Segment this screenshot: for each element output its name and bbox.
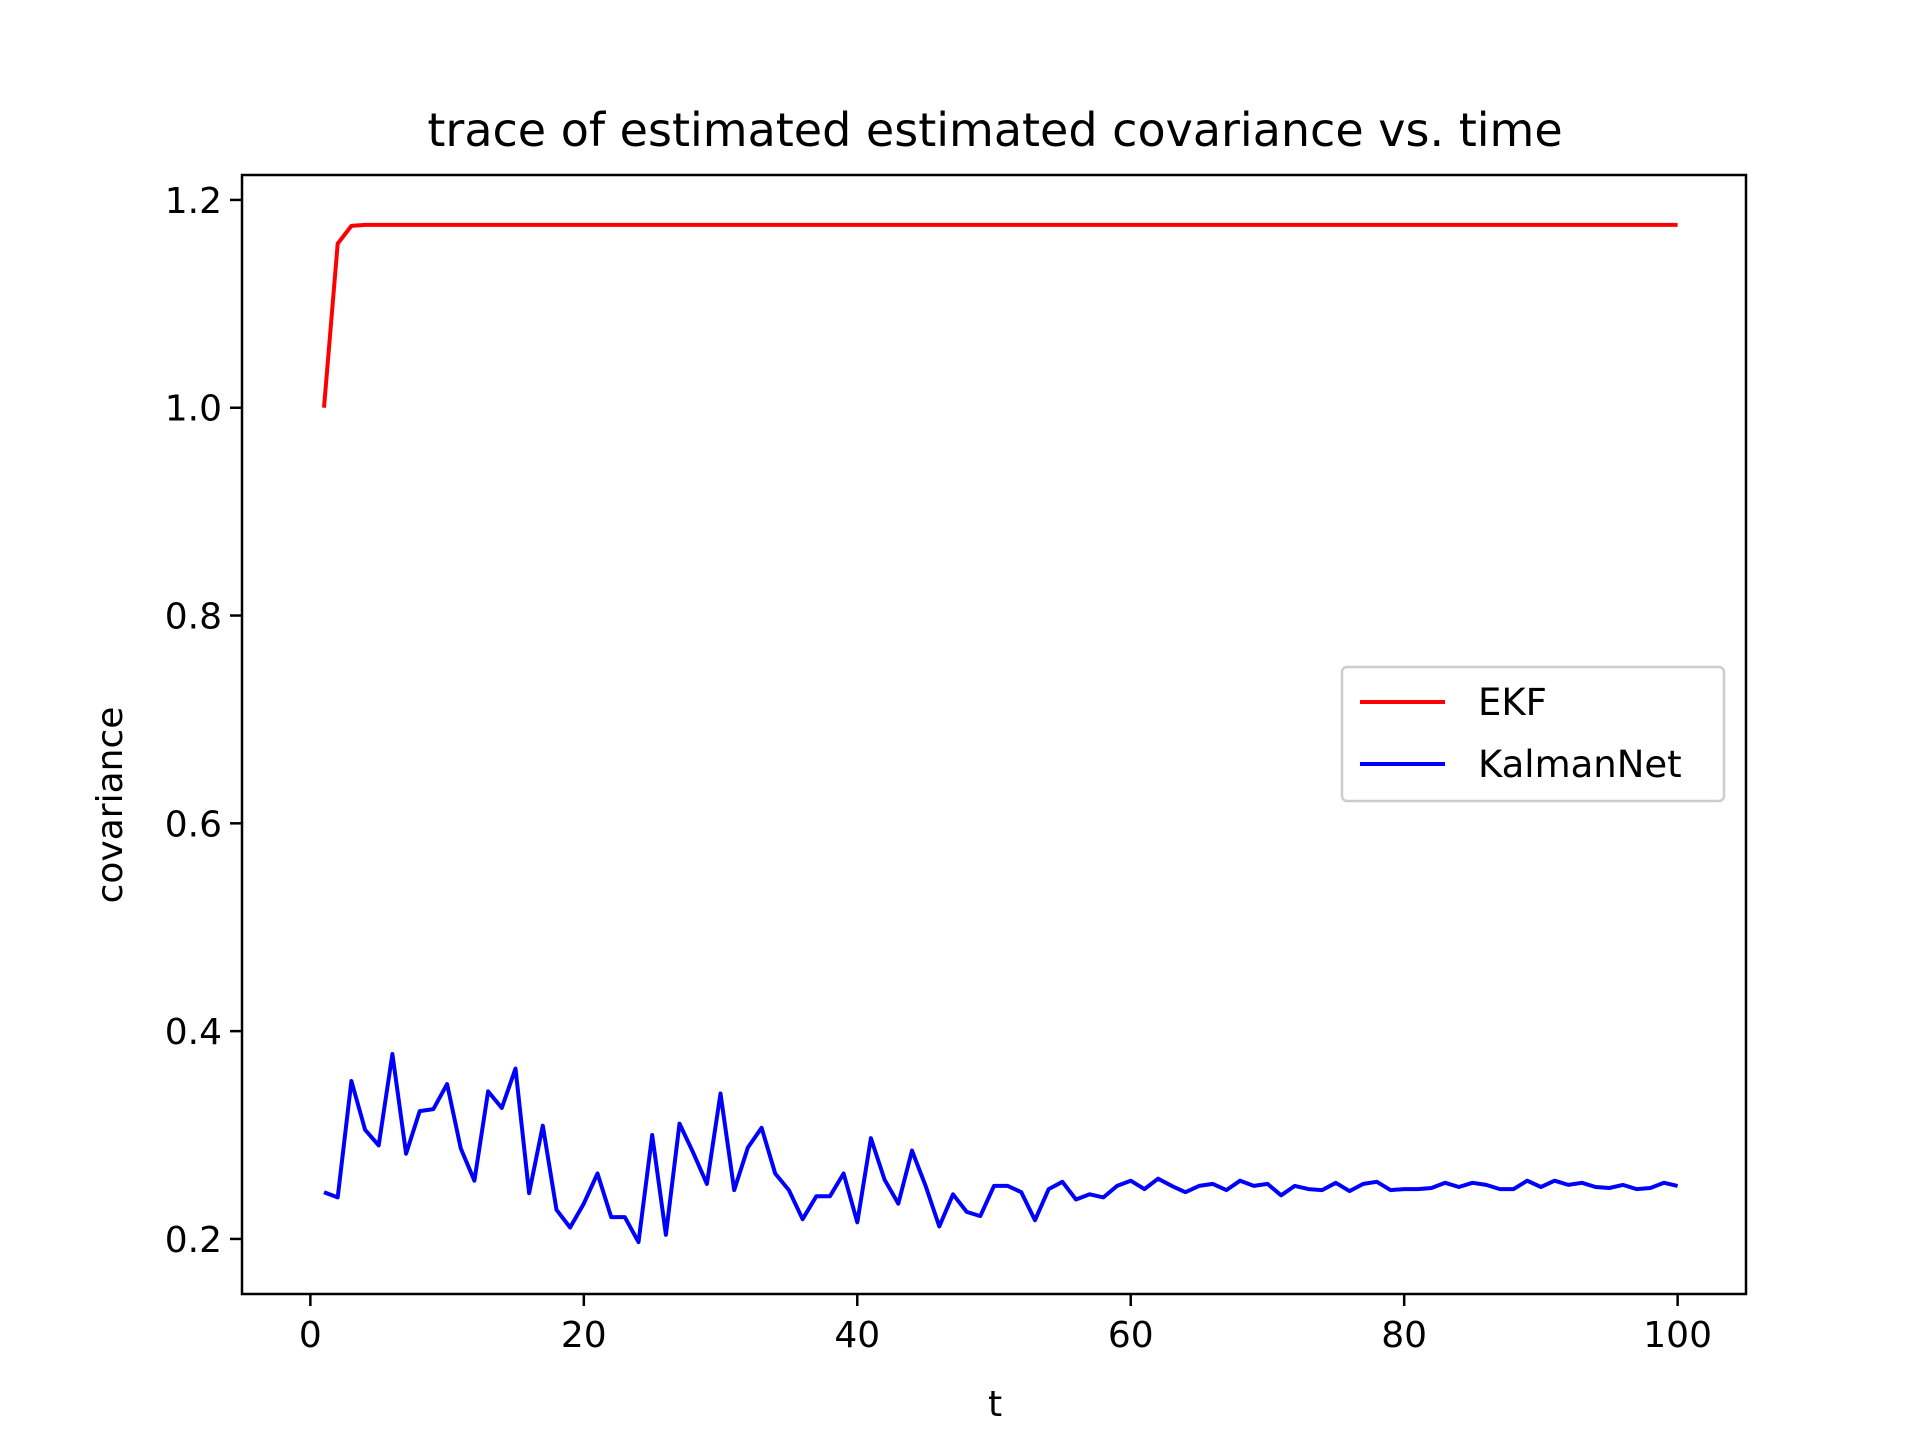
series-line-kalmannet: [323, 1052, 1679, 1245]
x-tick-label: 80: [1381, 1315, 1427, 1356]
x-tick-label: 0: [299, 1315, 322, 1356]
x-tick-label: 20: [561, 1315, 607, 1356]
y-tick-label: 1.2: [165, 181, 222, 222]
legend: EKF KalmanNet: [1340, 665, 1726, 803]
y-tick-label: 0.6: [165, 804, 222, 845]
x-tick-label: 60: [1108, 1315, 1154, 1356]
plot-area: [322, 222, 1679, 1245]
series-line-ekf: [322, 222, 1678, 408]
y-tick-label: 0.4: [165, 1012, 222, 1053]
x-axis-label: t: [988, 1384, 1002, 1425]
y-tick-label: 0.2: [165, 1220, 222, 1261]
y-axis-label: covariance: [90, 707, 131, 904]
legend-label-ekf: EKF: [1478, 681, 1547, 724]
axes: 0 20 40 60 80 100 0.2 0.4 0.6 0.8 1.0 1.2: [165, 173, 1748, 1356]
chart-title: trace of estimated estimated covariance …: [427, 103, 1562, 157]
y-tick-label: 1.0: [165, 389, 222, 430]
axes-frame: [240, 173, 1748, 1296]
legend-label-kalmannet: KalmanNet: [1478, 743, 1682, 786]
y-tick-label: 0.8: [165, 597, 222, 638]
x-tick-label: 100: [1643, 1315, 1712, 1356]
x-tick-label: 40: [834, 1315, 880, 1356]
